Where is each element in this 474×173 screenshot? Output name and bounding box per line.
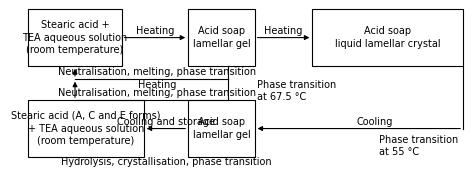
Text: Acid soap
liquid lamellar crystal: Acid soap liquid lamellar crystal <box>335 26 440 49</box>
FancyBboxPatch shape <box>312 9 463 66</box>
FancyBboxPatch shape <box>188 9 255 66</box>
FancyBboxPatch shape <box>28 9 122 66</box>
Text: Hydrolysis, crystallisation, phase transition: Hydrolysis, crystallisation, phase trans… <box>61 157 271 167</box>
Text: Heating: Heating <box>138 80 176 90</box>
Text: Acid soap
lamellar gel: Acid soap lamellar gel <box>192 117 250 140</box>
Text: Neutralisation, melting, phase transition: Neutralisation, melting, phase transitio… <box>58 88 256 98</box>
FancyBboxPatch shape <box>188 100 255 157</box>
Text: Phase transition
at 67.5 °C: Phase transition at 67.5 °C <box>257 80 336 102</box>
Text: Heating: Heating <box>264 26 303 36</box>
Text: Cooling and storage: Cooling and storage <box>117 117 215 127</box>
Text: Stearic acid +
TEA aqueous solution
(room temperature): Stearic acid + TEA aqueous solution (roo… <box>22 20 128 55</box>
Text: Neutralisation, melting, phase transition: Neutralisation, melting, phase transitio… <box>58 67 256 77</box>
Text: Cooling: Cooling <box>356 117 392 127</box>
Text: Phase transition
at 55 °C: Phase transition at 55 °C <box>379 135 458 157</box>
FancyBboxPatch shape <box>28 100 144 157</box>
Text: Acid soap
lamellar gel: Acid soap lamellar gel <box>192 26 250 49</box>
Text: Stearic acid (A, C and E forms)
+ TEA aqueous solution
(room temperature): Stearic acid (A, C and E forms) + TEA aq… <box>11 111 161 146</box>
Text: Heating: Heating <box>136 26 174 36</box>
